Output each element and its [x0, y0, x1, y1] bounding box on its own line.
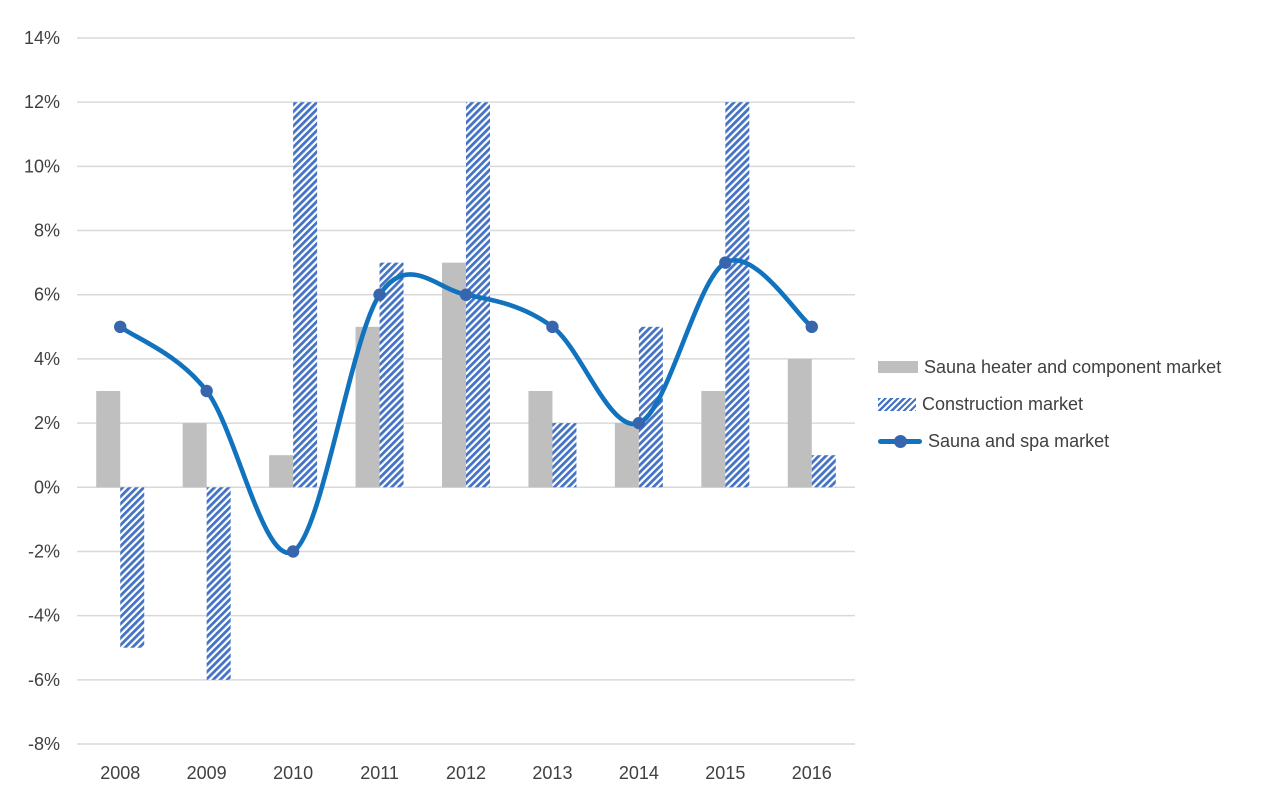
bar-construction-market — [379, 262, 404, 488]
x-axis-tick-label: 2010 — [273, 763, 313, 783]
bar-sauna-heater-market — [269, 455, 294, 488]
y-axis-tick-label: -8% — [28, 734, 60, 754]
bar-sauna-heater-market — [701, 391, 726, 488]
bar-sauna-heater-market — [787, 358, 812, 488]
y-axis-tick-label: -2% — [28, 541, 60, 561]
line-marker-sauna-spa-market — [546, 320, 559, 334]
bar-sauna-heater-market — [182, 423, 207, 488]
legend-item-sauna-heater-market: Sauna heater and component market — [878, 354, 1221, 380]
legend-label-construction-market: Construction market — [922, 393, 1084, 414]
bar-sauna-heater-market — [528, 391, 553, 488]
legend-label-sauna-spa-market: Sauna and spa market — [928, 430, 1110, 451]
legend-item-sauna-spa-market: Sauna and spa market — [878, 428, 1221, 454]
y-axis-tick-label: -6% — [28, 670, 60, 690]
line-marker-swatch-icon — [878, 434, 922, 448]
bar-construction-market — [811, 455, 836, 488]
line-marker-sauna-spa-market — [719, 256, 732, 269]
bar-sauna-heater-market — [442, 262, 466, 488]
y-axis-tick-label: 6% — [34, 285, 60, 305]
bar-construction-market — [206, 487, 231, 680]
x-axis-tick-label: 2014 — [619, 763, 659, 783]
legend-line-marker-dot — [894, 435, 907, 448]
hatched-bar-swatch-icon — [878, 397, 916, 411]
line-marker-sauna-spa-market — [286, 545, 300, 558]
y-axis-tick-label: 12% — [24, 92, 60, 112]
line-marker-sauna-spa-market — [373, 288, 386, 301]
y-axis-tick-label: 10% — [24, 156, 60, 176]
line-marker-sauna-spa-market — [459, 288, 473, 301]
line-sauna-spa-market — [117, 258, 815, 555]
line-marker-sauna-spa-market — [200, 384, 213, 398]
y-axis-tick-label: 4% — [34, 349, 60, 369]
y-axis-tick-label: -4% — [28, 606, 60, 626]
y-axis-tick-label: 8% — [34, 221, 60, 241]
bar-sauna-heater-market — [355, 326, 380, 488]
legend: Sauna heater and component market Constr… — [878, 354, 1221, 465]
x-axis-tick-label: 2015 — [705, 763, 745, 783]
x-axis-tick-label: 2011 — [360, 763, 399, 783]
bar-construction-market — [552, 423, 577, 488]
line-marker-sauna-spa-market — [114, 320, 127, 334]
x-axis-tick-label: 2013 — [532, 763, 572, 783]
x-axis-tick-label: 2016 — [792, 763, 832, 783]
bar-construction-market — [725, 102, 750, 488]
x-axis-tick-label: 2009 — [187, 763, 227, 783]
legend-label-sauna-heater-market: Sauna heater and component market — [924, 356, 1222, 377]
y-axis-tick-label: 14% — [24, 28, 60, 48]
gray-bar-swatch-icon — [878, 361, 918, 373]
x-axis-tick-label: 2008 — [100, 763, 140, 783]
legend-item-construction-market: Construction market — [878, 391, 1221, 417]
bar-construction-market — [293, 102, 318, 488]
x-axis-tick-label: 2012 — [446, 763, 486, 783]
bar-sauna-heater-market — [614, 423, 639, 488]
line-marker-sauna-spa-market — [632, 416, 646, 430]
bar-construction-market — [638, 326, 663, 488]
bar-sauna-heater-market — [96, 391, 121, 488]
bar-construction-market — [120, 487, 145, 648]
y-axis-tick-label: 0% — [34, 477, 60, 497]
line-marker-sauna-spa-market — [805, 320, 818, 334]
y-axis-tick-label: 2% — [34, 413, 60, 433]
